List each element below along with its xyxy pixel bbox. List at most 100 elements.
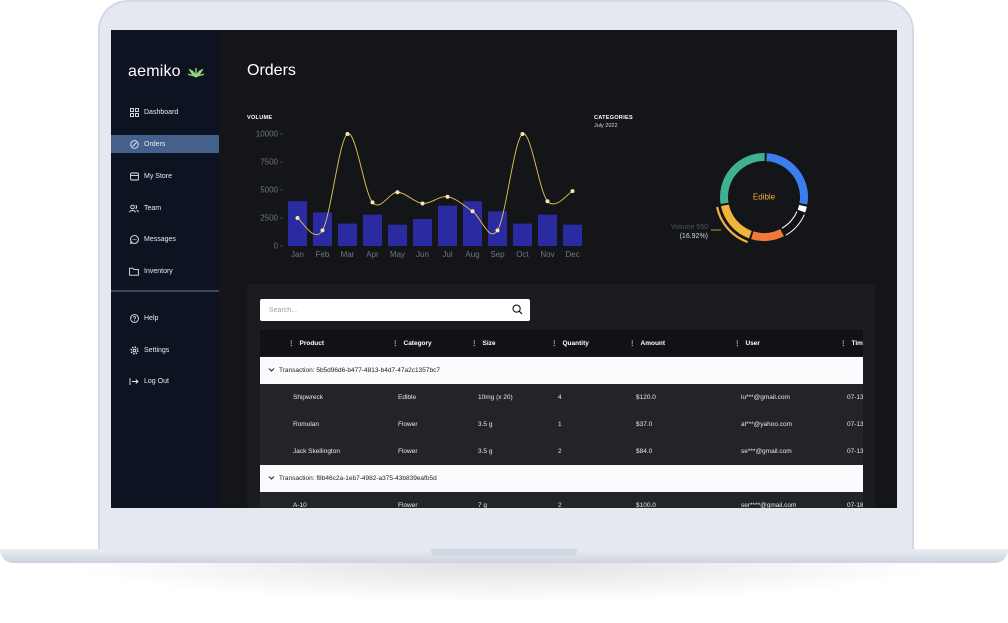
cell-product: Jack Skellington <box>293 448 340 455</box>
leaf-icon <box>187 68 204 78</box>
cell-amount: $100.0 <box>636 502 656 508</box>
donut-slice <box>781 211 805 236</box>
chevron-down-icon[interactable] <box>268 475 275 481</box>
search-input[interactable] <box>269 306 499 314</box>
line-point <box>370 200 375 205</box>
transaction-group-row[interactable]: Transaction: f8b46c2a-1eb7-4982-a375-43b… <box>260 465 863 492</box>
donut-slice-outline <box>785 214 805 236</box>
column-menu-icon[interactable]: ⋮ <box>551 340 557 347</box>
column-menu-icon[interactable]: ⋮ <box>629 340 635 347</box>
volume-line <box>297 133 573 236</box>
sidebar-item-dashboard[interactable]: Dashboard <box>111 103 219 121</box>
sidebar-item-help[interactable]: Help <box>111 309 219 327</box>
cell-time: 07-18 <box>847 502 863 508</box>
donut-slice-outline <box>781 211 798 229</box>
line-point <box>295 216 300 220</box>
table-row[interactable]: Jack Skellington Flower 3.5 g 2 $84.0 se… <box>260 438 863 465</box>
cell-size: 3.5 g <box>478 421 493 428</box>
x-tick-label: May <box>390 250 405 259</box>
cell-quantity: 2 <box>558 448 562 455</box>
transaction-group-row[interactable]: Transaction: 5b5d96d6-b477-4813-b4d7-47a… <box>260 357 863 384</box>
y-tick-label: 2500 <box>260 214 278 223</box>
sidebar: aemiko Dashboard Orders My Store <box>111 30 219 508</box>
chevron-down-icon[interactable] <box>268 367 275 373</box>
orders-table-panel: ⋮Product ⋮Category ⋮Size ⋮Quantity ⋮Amou… <box>247 284 875 508</box>
x-tick-label: Jun <box>416 250 429 259</box>
volume-chart: 10000 7500 5000 2500 0 Jan Feb Mar Apr May Jun Jul A… <box>256 130 582 259</box>
donut-slice <box>720 204 752 239</box>
line-point <box>395 190 400 195</box>
cell-time: 07-13 <box>847 394 863 401</box>
column-menu-icon[interactable]: ⋮ <box>471 340 477 347</box>
bar <box>363 214 382 246</box>
cell-size: 7 g <box>478 502 488 508</box>
sidebar-item-label: Help <box>144 314 159 322</box>
sidebar-item-inventory[interactable]: Inventory <box>111 262 219 280</box>
cell-product: A-10 <box>293 502 307 508</box>
sidebar-item-orders[interactable]: Orders <box>111 135 219 153</box>
store-icon <box>129 171 139 181</box>
table-header: ⋮ Product ⋮ Category ⋮ Size ⋮ Quantity ⋮ Amou… <box>260 330 863 356</box>
cell-product: Shipwreck <box>293 394 323 401</box>
cell-category: Edible <box>398 394 417 401</box>
tooltip-volume-label: Volume 550 <box>671 224 708 231</box>
grid-icon <box>129 107 139 117</box>
x-tick-label: Aug <box>465 250 479 259</box>
column-header-quantity[interactable]: ⋮ Quantity <box>551 339 589 348</box>
column-menu-icon[interactable]: ⋮ <box>734 340 740 347</box>
table-viewport: ⋮Product ⋮Category ⋮Size ⋮Quantity ⋮Amou… <box>247 284 863 508</box>
sidebar-item-label: Dashboard <box>144 108 179 116</box>
table-row[interactable]: A-10 Flower 7 g 2 $100.0 ser****@gmail.c… <box>260 492 863 508</box>
sidebar-item-messages[interactable]: Messages <box>111 230 219 248</box>
line-point <box>495 228 500 233</box>
volume-chart-title: VOLUME <box>247 115 273 121</box>
cell-user: ser****@gmail.com <box>741 502 797 508</box>
cell-size: 10mg (x 20) <box>478 394 513 401</box>
categories-period: July 2022 <box>594 123 618 129</box>
line-point <box>570 189 575 194</box>
column-menu-icon[interactable]: ⋮ <box>840 340 846 347</box>
table-row[interactable]: Shipwreck Edible 10mg (x 20) 4 $120.0 lu… <box>260 384 863 411</box>
column-header-time[interactable]: ⋮ Tim <box>840 339 863 348</box>
cell-quantity: 1 <box>558 421 562 428</box>
sidebar-item-label: Team <box>144 204 162 212</box>
bar <box>413 219 432 246</box>
column-header-category[interactable]: ⋮ Category <box>392 339 432 348</box>
cell-time: 07-13 <box>847 421 863 428</box>
bar <box>388 224 407 246</box>
column-header-product[interactable]: ⋮ Product <box>288 339 325 348</box>
app-screen: aemiko Dashboard Orders My Store <box>111 30 897 508</box>
sidebar-item-my-store[interactable]: My Store <box>111 167 219 185</box>
y-tick-label: 7500 <box>260 158 278 167</box>
bar <box>288 201 307 246</box>
sidebar-item-settings[interactable]: Settings <box>111 341 219 359</box>
brand-logo[interactable]: aemiko <box>128 63 204 81</box>
donut-center-label: Edible <box>753 193 776 202</box>
bar <box>563 224 582 246</box>
table-row[interactable]: Romulan Flower 3.5 g 1 $37.0 al***@yahoo… <box>260 411 863 438</box>
line-point <box>470 209 475 214</box>
sidebar-item-team[interactable]: Team <box>111 199 219 217</box>
search-box[interactable] <box>260 299 530 321</box>
column-header-amount[interactable]: ⋮ Amount <box>629 339 666 348</box>
column-header-user[interactable]: ⋮ User <box>734 339 760 348</box>
y-tick-label: 10000 <box>256 130 279 139</box>
cell-user: se***@gmail.com <box>741 448 792 455</box>
column-header-size[interactable]: ⋮ Size <box>471 339 496 348</box>
line-point <box>445 194 450 199</box>
tooltip-percent-label: (16.92%) <box>680 233 708 240</box>
column-menu-icon[interactable]: ⋮ <box>392 340 398 347</box>
line-point <box>520 132 525 136</box>
cell-time: 07-13 <box>847 448 863 455</box>
help-icon <box>129 313 139 323</box>
column-menu-icon[interactable]: ⋮ <box>288 340 294 347</box>
donut-slice <box>797 204 807 213</box>
sidebar-item-label: Inventory <box>144 267 173 275</box>
sidebar-item-logout[interactable]: Log Out <box>111 372 219 390</box>
search-icon[interactable] <box>512 304 523 315</box>
cell-category: Flower <box>398 502 418 508</box>
categories-chart-title: CATEGORIES <box>594 115 633 121</box>
bar <box>513 223 532 246</box>
cell-amount: $84.0 <box>636 448 653 455</box>
cell-amount: $37.0 <box>636 421 653 428</box>
